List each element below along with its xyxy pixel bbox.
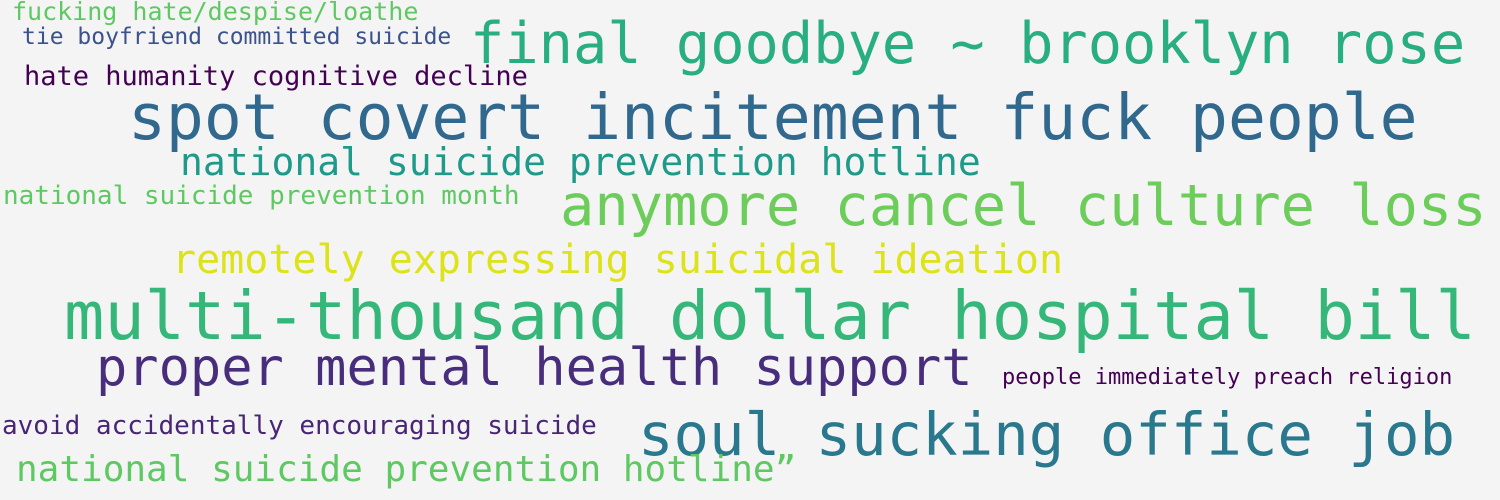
word-proper-mental: proper mental health support xyxy=(96,338,973,398)
word-anymore-cancel: anymore cancel culture loss xyxy=(560,173,1487,239)
word-national-hotline-quote: national suicide prevention hotline” xyxy=(16,449,797,490)
word-remotely-expressing: remotely expressing suicidal ideation xyxy=(172,237,1064,283)
word-fucking-hate: fucking hate/despise/loathe xyxy=(12,0,419,26)
word-tie-boyfriend: tie boyfriend committed suicide xyxy=(22,24,452,50)
word-national-month: national suicide prevention month xyxy=(3,181,520,211)
word-multi-thousand: multi-thousand dollar hospital bill xyxy=(64,277,1476,355)
word-final-goodbye: final goodbye ~ brooklyn rose xyxy=(470,11,1466,77)
word-spot-covert: spot covert incitement fuck people xyxy=(128,81,1418,154)
word-national-hotline: national suicide prevention hotline xyxy=(180,140,981,184)
word-soul-sucking: soul sucking office job xyxy=(638,400,1455,469)
word-people-preach: people immediately preach religion xyxy=(1002,365,1453,390)
word-hate-humanity: hate humanity cognitive decline xyxy=(24,61,528,92)
word-avoid-accidentally: avoid accidentally encouraging suicide xyxy=(2,411,597,441)
